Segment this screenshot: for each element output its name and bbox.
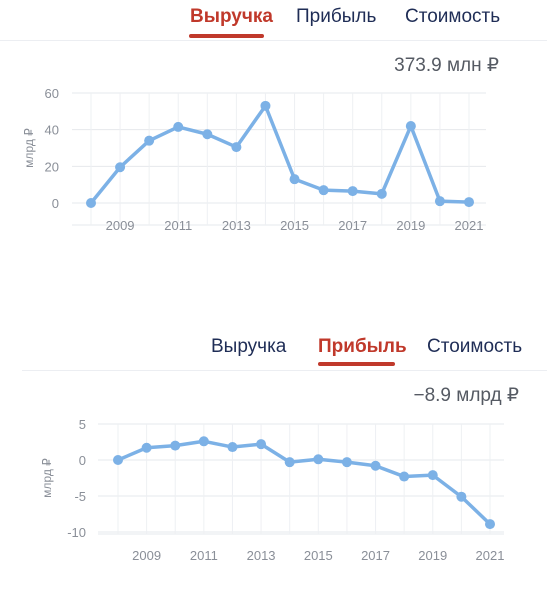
data-point	[370, 460, 381, 471]
tab-value[interactable]: Стоимость	[427, 336, 523, 357]
y-tick-label: -5	[74, 489, 86, 504]
x-tick-label: 2019	[396, 218, 425, 233]
data-point	[144, 135, 155, 146]
profit-line-chart: 5 0 -5 -10 2009 2011 2013 2015 2017 2019 2021 млрд …	[40, 417, 505, 563]
tab-revenue[interactable]: Выручка	[211, 336, 287, 357]
x-tick-label: 2017	[338, 218, 367, 233]
y-axis-label: млрд ₽	[40, 458, 54, 498]
x-tick-label: 2021	[455, 218, 484, 233]
data-point	[427, 470, 438, 481]
series-line	[116, 439, 492, 526]
data-point	[405, 121, 416, 131]
data-point	[86, 198, 96, 208]
tab-bar: Выручка Прибыль Стоимость	[22, 330, 547, 371]
data-point	[231, 142, 242, 153]
x-tick-label: 2011	[190, 548, 218, 563]
data-point	[341, 457, 352, 468]
x-tick-label: 2015	[280, 218, 309, 233]
x-tick-label: 2011	[164, 218, 192, 233]
x-tick-label: 2015	[304, 548, 333, 563]
data-point	[170, 440, 181, 451]
data-point	[313, 454, 324, 465]
tab-value[interactable]: Стоимость	[405, 6, 501, 27]
tab-bar: Выручка Прибыль Стоимость	[0, 0, 547, 41]
y-tick-label: 20	[45, 159, 59, 174]
tab-profit[interactable]: Прибыль	[296, 6, 377, 27]
data-point	[284, 457, 295, 468]
data-point	[347, 186, 358, 197]
data-point	[260, 100, 271, 111]
data-point	[113, 455, 123, 465]
data-point	[141, 442, 152, 453]
data-point	[227, 442, 238, 453]
x-tick-label: 2019	[418, 548, 447, 563]
active-tab-indicator	[318, 362, 395, 366]
x-tick-label: 2013	[247, 548, 276, 563]
data-point	[456, 491, 467, 502]
tab-profit[interactable]: Прибыль	[318, 336, 407, 357]
y-tick-label: 5	[79, 417, 86, 432]
x-tick-label: 2017	[361, 548, 390, 563]
series-line	[89, 104, 471, 205]
data-point	[485, 519, 495, 530]
y-tick-label: 0	[79, 453, 86, 468]
data-point	[318, 185, 329, 196]
data-point	[115, 162, 126, 173]
data-point	[256, 439, 267, 450]
x-tick-label: 2021	[476, 548, 505, 563]
profit-panel: Выручка Прибыль Стоимость −8.9 млрд ₽ 5 0…	[0, 330, 547, 597]
y-tick-label: 0	[52, 196, 59, 211]
y-tick-label: 40	[45, 123, 59, 138]
x-tick-label: 2013	[222, 218, 251, 233]
x-tick-label: 2009	[132, 548, 161, 563]
data-point	[434, 196, 445, 207]
revenue-panel: Выручка Прибыль Стоимость 373.9 млн ₽ 60…	[0, 0, 547, 233]
data-point	[399, 471, 410, 482]
x-tick-label: 2009	[106, 218, 135, 233]
profit-summary: −8.9 млрд ₽	[413, 385, 519, 406]
y-tick-label: -10	[67, 525, 86, 540]
y-axis-label: млрд ₽	[22, 128, 36, 168]
data-point	[202, 129, 213, 140]
data-point	[289, 174, 300, 185]
data-point	[198, 436, 209, 447]
data-point	[464, 197, 474, 208]
y-tick-label: 60	[45, 86, 59, 101]
revenue-summary: 373.9 млн ₽	[394, 55, 499, 76]
tab-revenue[interactable]: Выручка	[190, 6, 273, 27]
data-point	[376, 188, 387, 199]
active-tab-indicator	[189, 34, 264, 38]
revenue-line-chart: 60 40 20 0 2009 2011 2013 2015 2017 2019 2021 млрд …	[22, 86, 486, 233]
data-point	[173, 121, 184, 132]
